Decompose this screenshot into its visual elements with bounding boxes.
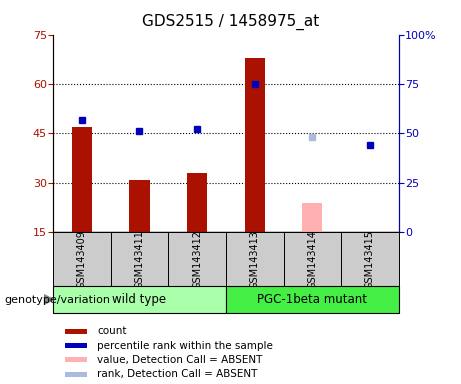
Text: GSM143414: GSM143414 <box>307 230 317 289</box>
Bar <box>168 232 226 286</box>
Text: GDS2515 / 1458975_at: GDS2515 / 1458975_at <box>142 13 319 30</box>
Bar <box>65 372 87 377</box>
Bar <box>72 127 92 232</box>
Text: GSM143412: GSM143412 <box>192 230 202 289</box>
Text: percentile rank within the sample: percentile rank within the sample <box>97 341 273 351</box>
Text: rank, Detection Call = ABSENT: rank, Detection Call = ABSENT <box>97 369 258 379</box>
Text: GSM143411: GSM143411 <box>135 230 144 289</box>
Text: genotype/variation: genotype/variation <box>5 295 111 305</box>
Bar <box>65 358 87 362</box>
Text: GSM143413: GSM143413 <box>250 230 260 289</box>
Bar <box>187 173 207 232</box>
Bar <box>226 286 399 313</box>
Text: PGC-1beta mutant: PGC-1beta mutant <box>257 293 367 306</box>
Bar <box>226 232 284 286</box>
Bar <box>111 232 168 286</box>
Bar <box>245 58 265 232</box>
Bar <box>130 180 149 232</box>
Text: count: count <box>97 326 127 336</box>
Bar <box>284 232 341 286</box>
Bar <box>65 329 87 334</box>
Text: value, Detection Call = ABSENT: value, Detection Call = ABSENT <box>97 355 262 365</box>
Polygon shape <box>44 294 55 305</box>
Bar <box>65 343 87 348</box>
Text: wild type: wild type <box>112 293 166 306</box>
Bar <box>302 203 322 232</box>
Bar <box>341 232 399 286</box>
Bar <box>53 232 111 286</box>
Bar <box>53 286 226 313</box>
Text: GSM143409: GSM143409 <box>77 230 87 289</box>
Text: GSM143415: GSM143415 <box>365 230 375 289</box>
